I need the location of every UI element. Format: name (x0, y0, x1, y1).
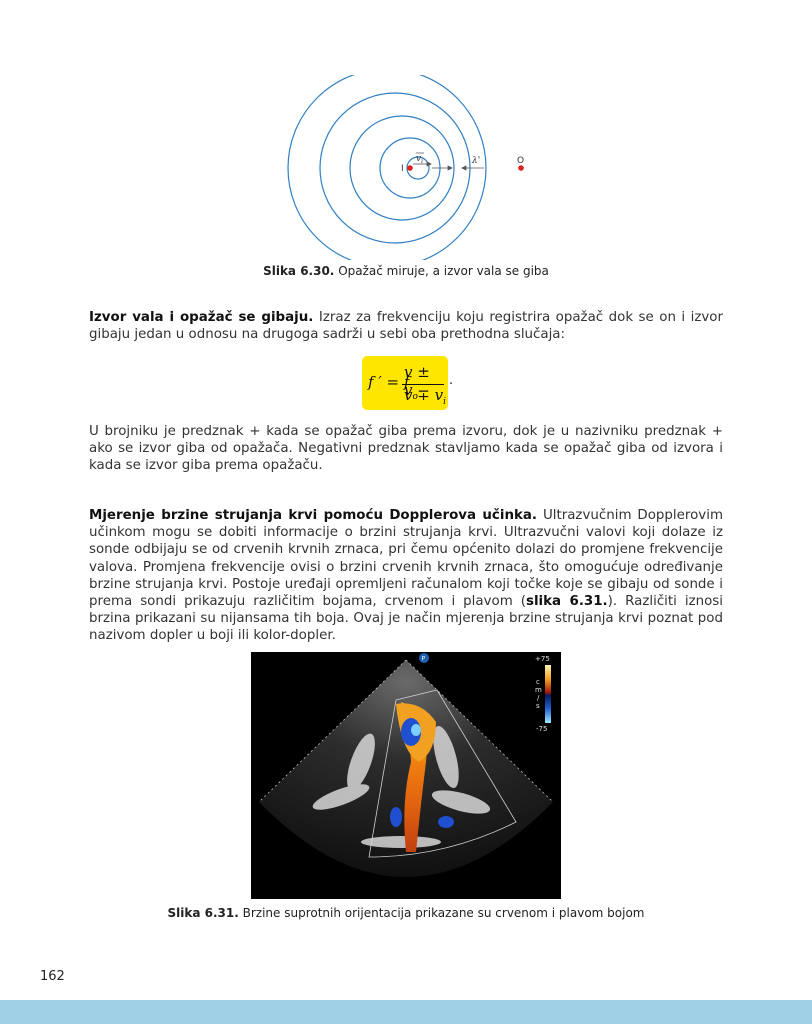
fraction-bar (402, 384, 444, 385)
paragraph-text: Ultrazvučnim Dopplerovim učinkom mogu se… (89, 508, 723, 610)
wavefront-circle (349, 115, 455, 221)
paragraph-blood-flow: Mjerenje brzine strujanja krvi pomoću Do… (89, 507, 723, 645)
paragraph-heading: Mjerenje brzine strujanja krvi pomoću Do… (89, 508, 538, 523)
formula-trailing-period: . (449, 373, 454, 388)
velocity-scale-bar (545, 665, 551, 723)
scale-unit-c: c (536, 678, 540, 686)
page-number: 162 (40, 969, 65, 984)
echo-illustration: P +75 c m / s -75 (258, 653, 554, 877)
figure-caption-text: Brzine suprotnih orijentacija prikazane … (238, 906, 645, 920)
figure-caption-text: Opažač miruje, a izvor vala se giba (334, 264, 549, 278)
wavefront-circle (406, 156, 430, 180)
footer-band (0, 1000, 812, 1024)
figure-caption-number: Slika 6.31. (167, 906, 239, 920)
paragraph-heading: Izvor vala i opažač se gibaju. (89, 310, 314, 325)
source-label: I (401, 164, 404, 174)
formula-lhs: f ′ = f (368, 373, 410, 391)
doppler-box (368, 689, 517, 858)
flow-blue (438, 816, 454, 828)
observer-label: O (517, 156, 524, 166)
wavelength-label: λ' (471, 156, 480, 166)
formula-denominator: v ∓ vi (404, 386, 446, 407)
figure-reference: slika 6.31. (526, 594, 608, 610)
velocity-label: vi (416, 154, 423, 165)
paragraph-text: U brojniku je predznak + kada se opažač … (89, 424, 723, 474)
figure-caption-6-30: Slika 6.30. Opažač miruje, a izvor vala … (180, 264, 632, 278)
scale-unit-m: m (535, 686, 542, 694)
scale-unit-slash: / (537, 694, 540, 702)
scale-bottom-label: -75 (536, 725, 547, 733)
flow-blue (390, 807, 402, 827)
scale-unit-s: s (536, 702, 540, 710)
paragraph-text: Izraz za frekvenciju koju registrira opa… (89, 310, 723, 343)
ultrasound-sector (259, 660, 553, 877)
observer-point (518, 165, 524, 171)
paragraph-moving-source-observer: Izvor vala i opažač se gibaju. Izraz za … (89, 309, 723, 343)
wavefront-circle (287, 75, 487, 260)
scale-top-label: +75 (535, 655, 550, 663)
figure-caption-6-31: Slika 6.31. Brzine suprotnih orijentacij… (100, 906, 712, 920)
color-doppler-image: P +75 c m / s -75 (251, 652, 561, 899)
source-point (407, 165, 413, 171)
doppler-formula: f ′ = f v ± vo v ∓ vi (362, 356, 448, 410)
figure-caption-number: Slika 6.30. (263, 264, 335, 278)
paragraph-text: ). Različiti iznosi brzina prikazani su … (89, 594, 723, 644)
doppler-wavefront-diagram: I vi λ' O (287, 75, 524, 260)
probe-marker (419, 653, 429, 663)
probe-marker-label: P (422, 656, 426, 663)
paragraph-sign-convention: U brojniku je predznak + kada se opažač … (89, 423, 723, 475)
formula-numerator: v ± vo (404, 363, 430, 402)
